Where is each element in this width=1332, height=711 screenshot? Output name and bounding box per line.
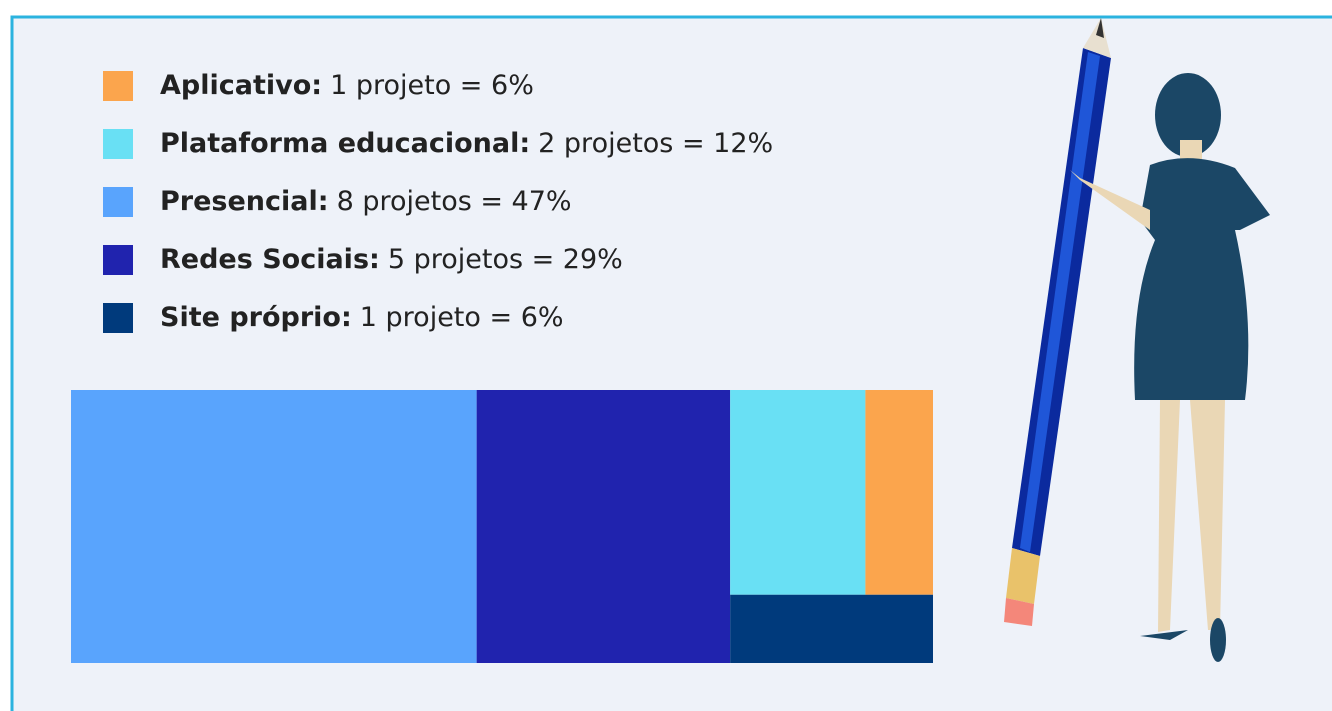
- legend-entry: Site próprio: 1 projeto = 6%: [160, 302, 564, 333]
- legend-value: 8 projetos = 47%: [337, 186, 572, 217]
- legend-name: Redes Sociais:: [160, 244, 380, 275]
- legend-name: Aplicativo:: [160, 70, 322, 101]
- legend-value: 5 projetos = 29%: [388, 244, 623, 275]
- legend-swatch: [103, 187, 133, 217]
- legend-entry: Redes Sociais: 5 projetos = 29%: [160, 244, 623, 275]
- legend-swatch: [103, 303, 133, 333]
- legend-entry: Presencial: 8 projetos = 47%: [160, 186, 572, 217]
- treemap-cell: [730, 390, 866, 595]
- legend-name: Plataforma educacional:: [160, 128, 530, 159]
- treemap-cell: [865, 390, 933, 595]
- legend-entry: Plataforma educacional: 2 projetos = 12%: [160, 128, 773, 159]
- treemap-cell: [476, 390, 731, 663]
- legend-name: Site próprio:: [160, 302, 352, 333]
- treemap-cell: [71, 390, 477, 663]
- legend-name: Presencial:: [160, 186, 329, 217]
- treemap-cell: [730, 594, 933, 663]
- legend-swatch: [103, 71, 133, 101]
- legend-value: 1 projeto = 6%: [360, 302, 564, 333]
- legend-entry: Aplicativo: 1 projeto = 6%: [160, 70, 534, 101]
- legend-swatch: [103, 245, 133, 275]
- legend-swatch: [103, 129, 133, 159]
- illustration: [1004, 18, 1270, 662]
- legend-value: 2 projetos = 12%: [538, 128, 773, 159]
- legend-value: 1 projeto = 6%: [330, 70, 534, 101]
